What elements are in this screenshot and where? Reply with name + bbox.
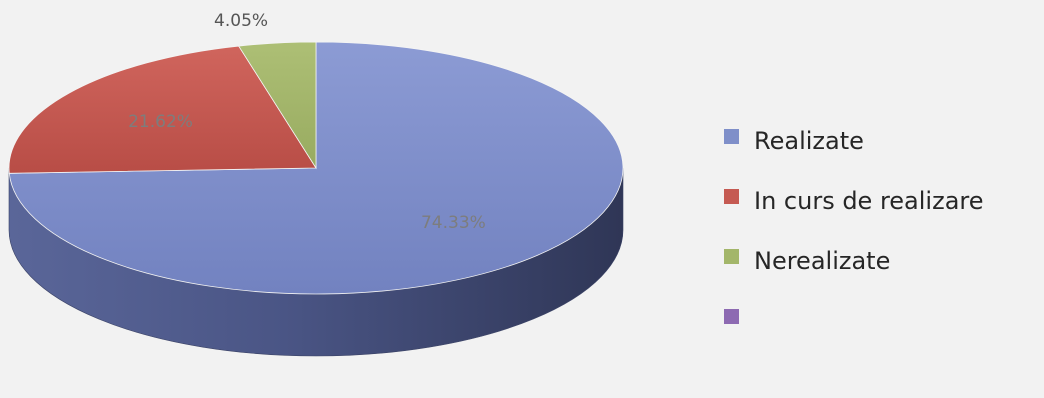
legend-swatch-nerealizate <box>724 249 739 264</box>
legend-swatch-in-curs-de-realizare <box>724 189 739 204</box>
legend-item-realizate: Realizate <box>724 127 864 155</box>
data-label-in-curs-de-realizare: 21.62% <box>128 112 193 132</box>
pie-slice-nerealizate <box>238 41 317 170</box>
legend-swatch-realizate <box>724 129 739 144</box>
legend-label-realizate: Realizate <box>754 127 864 155</box>
legend-item-series-4 <box>724 309 739 324</box>
legend: Realizate In curs de realizare Nerealizate <box>724 127 984 324</box>
data-labels: 74.33% 21.62% 4.05% <box>128 11 486 233</box>
legend-swatch-series-4 <box>724 309 739 324</box>
pie-slice-in-curs-de-realizare <box>8 45 317 174</box>
data-label-realizate: 74.33% <box>421 213 486 233</box>
pie-slices <box>8 41 624 357</box>
legend-item-in-curs-de-realizare: In curs de realizare <box>724 187 984 215</box>
data-label-nerealizate: 4.05% <box>214 11 268 31</box>
legend-item-nerealizate: Nerealizate <box>724 247 890 275</box>
legend-label-in-curs-de-realizare: In curs de realizare <box>754 187 984 215</box>
legend-label-nerealizate: Nerealizate <box>754 247 890 275</box>
